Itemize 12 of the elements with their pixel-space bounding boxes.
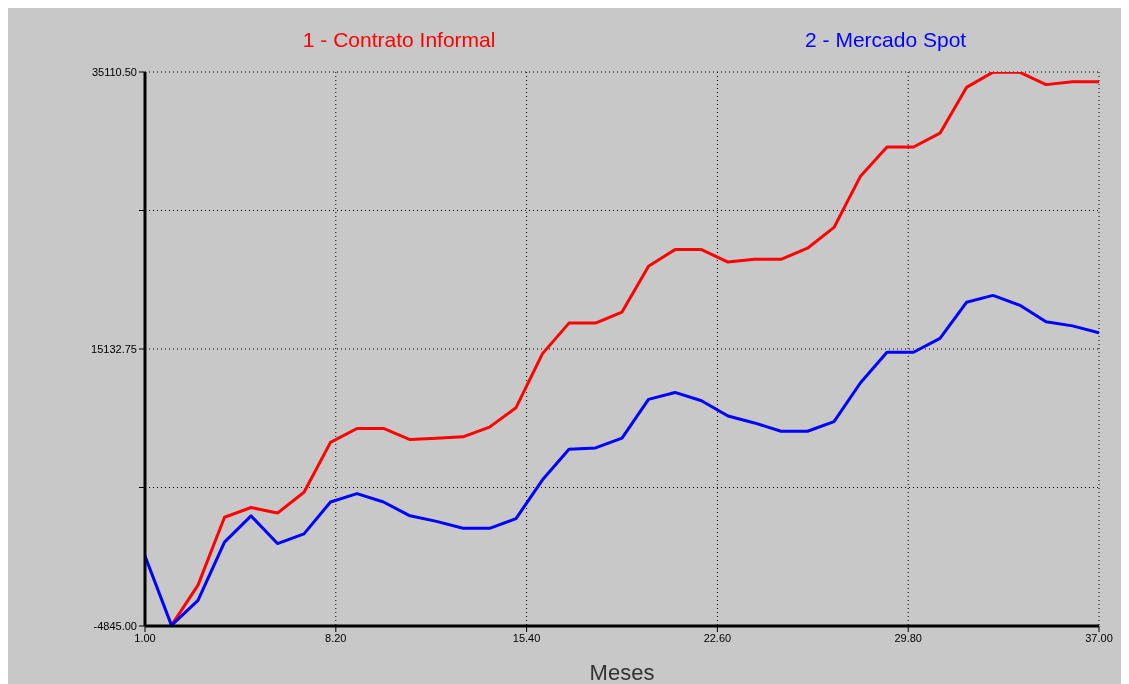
y-tick-label: 35110.50 <box>91 65 137 78</box>
x-tick-label: 8.20 <box>325 631 347 644</box>
y-tick-label: -4845.00 <box>93 619 137 632</box>
x-tick-label: 29.80 <box>894 631 922 644</box>
x-tick-label: 22.60 <box>703 631 732 644</box>
text: 2 - Mercado Spot <box>805 28 967 52</box>
text: 1 - Contrato Informal <box>302 28 496 52</box>
x-axis-title: Meses <box>589 660 655 684</box>
x-tick-label: 15.40 <box>512 631 541 644</box>
x-tick-label: 1.00 <box>134 631 156 644</box>
y-tick-label: 15132.75 <box>91 342 137 355</box>
x-tick-label: 37.00 <box>1085 631 1113 644</box>
